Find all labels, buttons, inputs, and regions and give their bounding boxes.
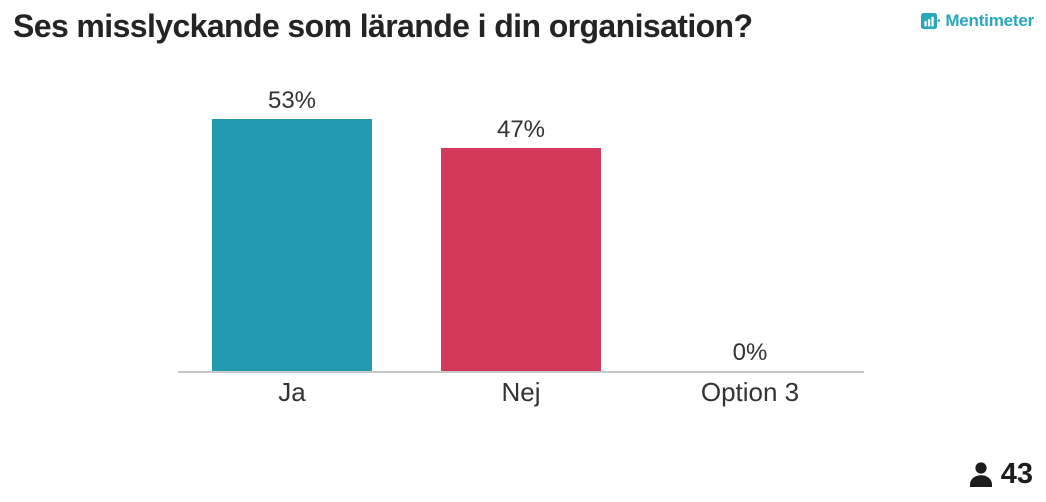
bar-ja [212,119,372,371]
participant-count: 43 [1000,458,1033,490]
bar-chart: 53% 47% 0% Ja Nej Option 3 [178,0,864,420]
participant-counter: 43 [969,460,1033,489]
x-axis-line [178,371,864,373]
mentimeter-logo-text: Mentimeter [945,11,1034,30]
bar-group-option3: 0% [636,0,864,371]
x-tick-label-option3: Option 3 [700,377,800,407]
person-icon [969,461,993,488]
mentimeter-logo-icon [921,12,941,31]
mentimeter-logo: Mentimeter [921,11,1034,31]
bar-value-label: 0% [732,339,768,366]
bar-value-label: 53% [267,87,317,114]
bar-nej [441,148,601,371]
page-title: Ses misslyckande som lärande i din organ… [13,8,753,44]
bar-group-ja: 53% [178,0,406,371]
x-tick-label-ja: Ja [278,377,306,407]
x-tick-label-nej: Nej [501,377,541,407]
bar-value-label: 47% [496,116,546,143]
bar-group-nej: 47% [407,0,635,371]
